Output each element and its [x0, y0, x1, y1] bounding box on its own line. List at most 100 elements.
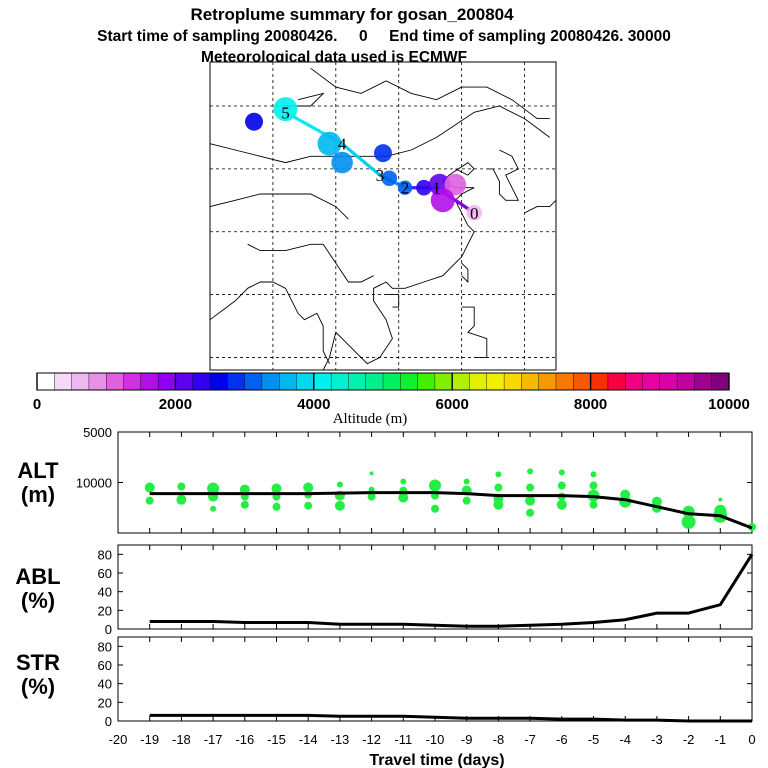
- alt-cluster-point: [145, 496, 154, 505]
- x-tick-label: -20: [109, 732, 128, 747]
- alt-cluster-point: [369, 471, 374, 476]
- alt-cluster-point: [429, 479, 441, 492]
- x-tick-label: -7: [524, 732, 536, 747]
- trajectory-cluster: [374, 144, 392, 163]
- trajectory-cluster: [317, 131, 342, 156]
- altitude-colorbar: 0 2000 4000 6000 8000 10000 Altitude (m): [33, 372, 750, 427]
- trajectory-cluster: [444, 173, 467, 196]
- colorbar-cell: [140, 372, 159, 391]
- str-plot: 80 60 40 20 0: [98, 636, 753, 729]
- colorbar-cell: [642, 372, 661, 391]
- alt-unit: (m): [21, 482, 55, 507]
- alt-y-tick-label: 5000: [83, 425, 112, 440]
- time-series-panels: ALT (m) ABL (%) STR (%) 10000 5000 80 60 40 2…: [15, 425, 756, 768]
- colorbar-cell: [607, 372, 626, 391]
- map-frame: [209, 61, 557, 371]
- alt-series-line: [149, 491, 753, 530]
- str-series-line: [149, 713, 752, 723]
- colorbar-cell: [590, 372, 609, 391]
- colorbar-cell: [192, 372, 211, 391]
- alt-cluster-point: [176, 494, 187, 505]
- trajectory-cluster: [416, 179, 432, 196]
- colorbar-cell: [157, 372, 176, 391]
- map-coastline: [247, 243, 374, 283]
- x-tick-label: -14: [299, 732, 318, 747]
- alt-cluster-point: [210, 505, 217, 512]
- colorbar-cell: [555, 372, 574, 391]
- colorbar-tick-label: 4000: [297, 396, 330, 413]
- alt-cluster-point: [525, 495, 536, 506]
- alt-cluster-point: [681, 514, 696, 529]
- colorbar-cell: [486, 372, 505, 391]
- colorbar-cell: [313, 372, 332, 391]
- colorbar-cell: [573, 372, 592, 391]
- x-tick-label: -2: [683, 732, 695, 747]
- alt-cluster-point: [304, 501, 313, 510]
- colorbar-cells: [36, 372, 730, 391]
- alt-cluster-point: [398, 492, 409, 503]
- trajectory-day-label: 1: [432, 179, 441, 198]
- colorbar-label: Altitude (m): [333, 411, 408, 427]
- alt-cluster-point: [463, 478, 470, 485]
- colorbar-cell: [625, 372, 644, 391]
- x-tick-label: -16: [235, 732, 254, 747]
- map-clusters: [245, 97, 483, 221]
- colorbar-cell: [261, 372, 280, 391]
- x-tick-label: 0: [748, 732, 755, 747]
- abl-plot: 80 60 40 20 0: [98, 544, 754, 637]
- colorbar-cell: [71, 372, 90, 391]
- colorbar-cell: [538, 372, 557, 391]
- abl-y-tick-label: 60: [98, 566, 112, 581]
- str-unit: (%): [21, 674, 55, 699]
- x-tick-label: -11: [394, 732, 412, 747]
- colorbar-cell: [209, 372, 228, 391]
- trajectory-cluster: [381, 170, 398, 187]
- map-coastlines: [209, 67, 557, 371]
- alt-cluster-point: [431, 504, 439, 513]
- abl-y-tick-label: 20: [98, 603, 112, 618]
- abl-panel: ABL (%): [15, 564, 60, 613]
- colorbar-tick-label: 6000: [436, 396, 469, 413]
- colorbar-cell: [694, 372, 713, 391]
- map-coastline: [209, 281, 330, 364]
- alt-cluster-point: [239, 484, 250, 495]
- alt-y-tick-label: 10000: [76, 476, 112, 491]
- colorbar-cell: [676, 372, 695, 391]
- colorbar-cell: [659, 372, 678, 391]
- alt-panel: ALT (m): [17, 458, 59, 507]
- colorbar-cell: [227, 372, 246, 391]
- alt-plot: 10000 5000: [76, 425, 756, 534]
- x-tick-label: -18: [172, 732, 191, 747]
- alt-cluster-point: [495, 471, 502, 478]
- alt-cluster-point: [527, 468, 534, 475]
- map-coastline: [461, 262, 469, 284]
- x-tick-label: -1: [715, 732, 727, 747]
- trajectory-map: 5 4 32 1 0: [209, 61, 557, 371]
- colorbar-tick-label: 0: [33, 396, 41, 413]
- colorbar-cell: [503, 372, 522, 391]
- map-coastline: [486, 149, 520, 201]
- trajectory-cluster: [245, 112, 264, 131]
- colorbar-cell: [54, 372, 73, 391]
- alt-cluster-point: [590, 471, 597, 478]
- alt-cluster-point: [334, 500, 345, 511]
- trajectory-day-label: 3: [376, 166, 385, 185]
- str-y-tick-label: 0: [105, 714, 112, 729]
- alt-cluster-point: [272, 502, 281, 511]
- title-line-1: Retroplume summary for gosan_200804: [190, 5, 514, 24]
- alt-cluster-point: [368, 486, 375, 493]
- map-coastline: [209, 193, 349, 220]
- colorbar-cell: [88, 372, 107, 391]
- colorbar-cell: [711, 372, 730, 391]
- alt-cluster-point: [367, 492, 376, 501]
- alt-cluster-point: [526, 483, 535, 492]
- x-axis-label: Travel time (days): [369, 752, 504, 768]
- colorbar-tick-label: 8000: [574, 396, 607, 413]
- colorbar-cell: [365, 372, 384, 391]
- trajectory-day-label: 0: [470, 204, 479, 223]
- trajectory-cluster: [466, 205, 483, 221]
- alt-label: ALT: [17, 458, 59, 483]
- trajectory-segment: [341, 142, 381, 177]
- colorbar-cell: [521, 372, 540, 391]
